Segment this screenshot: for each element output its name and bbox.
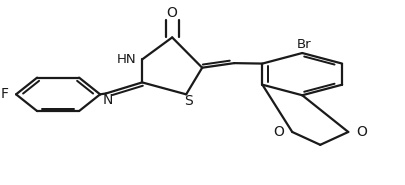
Text: O: O bbox=[274, 125, 284, 139]
Text: O: O bbox=[356, 125, 367, 139]
Text: F: F bbox=[1, 87, 9, 101]
Text: N: N bbox=[103, 93, 113, 107]
Text: O: O bbox=[167, 6, 178, 20]
Text: S: S bbox=[184, 94, 192, 108]
Text: HN: HN bbox=[117, 53, 137, 66]
Text: Br: Br bbox=[297, 38, 311, 51]
